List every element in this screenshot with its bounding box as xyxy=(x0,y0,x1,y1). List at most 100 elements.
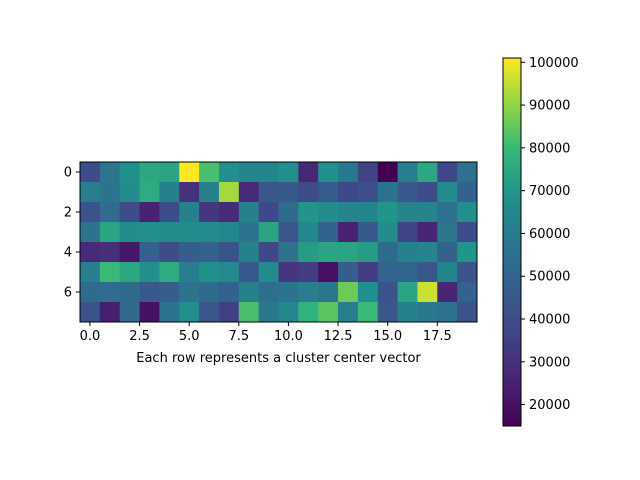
heatmap-cell xyxy=(238,262,260,283)
heatmap-cell xyxy=(199,222,220,243)
heatmap-cell xyxy=(377,162,398,183)
heatmap-cell xyxy=(119,262,140,283)
heatmap-cell xyxy=(437,182,458,203)
heatmap-cell xyxy=(80,262,101,283)
heatmap-cell xyxy=(417,282,438,303)
heatmap-cell xyxy=(159,302,180,323)
heatmap-cell xyxy=(258,302,279,323)
heatmap-cell xyxy=(377,202,398,223)
heatmap-cell xyxy=(258,282,279,303)
heatmap-cells xyxy=(80,162,478,323)
heatmap-cell xyxy=(258,222,279,243)
x-tick-label: 7.5 xyxy=(228,329,249,344)
heatmap-cell xyxy=(139,162,160,183)
heatmap-cell xyxy=(397,222,418,243)
heatmap-cell xyxy=(179,162,200,183)
heatmap-cell xyxy=(99,302,121,323)
heatmap-cell xyxy=(80,182,101,203)
x-tick-label: 17.5 xyxy=(423,329,452,344)
heatmap-cell xyxy=(199,242,220,263)
heatmap-cell xyxy=(119,202,140,223)
heatmap-cell xyxy=(338,202,359,223)
heatmap-cell xyxy=(119,242,140,263)
heatmap-cell xyxy=(298,162,319,183)
heatmap-cell xyxy=(99,242,121,263)
heatmap-cell xyxy=(159,262,180,283)
colorbar-ticks: 20000 30000 40000 50000 60000 70000 80000 90000… xyxy=(521,56,579,413)
heatmap-cell xyxy=(357,162,379,183)
heatmap-cell xyxy=(99,282,121,303)
heatmap-cell xyxy=(318,262,339,283)
heatmap-cell xyxy=(357,222,379,243)
heatmap-cell xyxy=(238,302,260,323)
heatmap-cell xyxy=(397,182,418,203)
heatmap-cell xyxy=(397,242,418,263)
heatmap-cell xyxy=(417,302,438,323)
heatmap-cell xyxy=(199,262,220,283)
heatmap-cell xyxy=(159,162,180,183)
colorbar-tick-label: 70000 xyxy=(529,184,570,199)
heatmap-cell xyxy=(357,282,379,303)
x-tick-label: 2.5 xyxy=(129,329,150,344)
heatmap-cell xyxy=(179,262,200,283)
colorbar-tick-label: 100000 xyxy=(529,56,579,71)
heatmap-cell xyxy=(338,222,359,243)
heatmap-cell xyxy=(417,202,438,223)
colorbar-tick-label: 60000 xyxy=(529,227,570,242)
heatmap-cell xyxy=(99,262,121,283)
heatmap-cell xyxy=(318,282,339,303)
heatmap-cell xyxy=(457,282,478,303)
heatmap-cell xyxy=(218,202,240,223)
heatmap-cell xyxy=(318,222,339,243)
heatmap-cell xyxy=(258,202,279,223)
heatmap-cell xyxy=(298,182,319,203)
heatmap-cell xyxy=(457,202,478,223)
y-tick-label: 6 xyxy=(64,286,72,301)
heatmap-cell xyxy=(159,182,180,203)
heatmap-cell xyxy=(318,242,339,263)
heatmap-cell xyxy=(179,242,200,263)
heatmap-cell xyxy=(80,162,101,183)
heatmap-cell xyxy=(437,222,458,243)
heatmap-cell xyxy=(437,282,458,303)
heatmap-cell xyxy=(357,262,379,283)
heatmap-cell xyxy=(119,302,140,323)
plot-frame xyxy=(79,161,478,323)
heatmap-cell xyxy=(377,282,398,303)
heatmap-cell xyxy=(159,242,180,263)
heatmap-cell xyxy=(159,282,180,303)
heatmap-cell xyxy=(298,202,319,223)
heatmap-cell xyxy=(457,222,478,243)
heatmap-cell xyxy=(258,262,279,283)
colorbar-tick-label: 90000 xyxy=(529,99,570,114)
heatmap-cell xyxy=(338,242,359,263)
heatmap-cell xyxy=(119,282,140,303)
x-tick-label: 10.0 xyxy=(274,329,303,344)
heatmap-cell xyxy=(278,302,299,323)
x-tick-label: 0.0 xyxy=(80,329,101,344)
heatmap-cell xyxy=(417,162,438,183)
heatmap-cell xyxy=(278,182,299,203)
heatmap-cell xyxy=(139,262,160,283)
heatmap-cell xyxy=(199,182,220,203)
heatmap-cell xyxy=(437,162,458,183)
x-tick-label: 5.0 xyxy=(179,329,200,344)
colorbar xyxy=(502,57,522,427)
heatmap-cell xyxy=(238,162,260,183)
heatmap-cell xyxy=(139,242,160,263)
heatmap-cell xyxy=(218,302,240,323)
heatmap-cell xyxy=(377,302,398,323)
heatmap-cell xyxy=(397,162,418,183)
heatmap-cell xyxy=(338,302,359,323)
heatmap-cell xyxy=(417,242,438,263)
heatmap-cell xyxy=(457,162,478,183)
heatmap-cell xyxy=(139,182,160,203)
heatmap-cell xyxy=(298,242,319,263)
x-axis-label: Each row represents a cluster center vec… xyxy=(136,351,421,366)
heatmap-cell xyxy=(338,182,359,203)
heatmap-cell xyxy=(298,262,319,283)
heatmap-cell xyxy=(119,222,140,243)
heatmap-cell xyxy=(258,242,279,263)
heatmap-cell xyxy=(80,202,101,223)
